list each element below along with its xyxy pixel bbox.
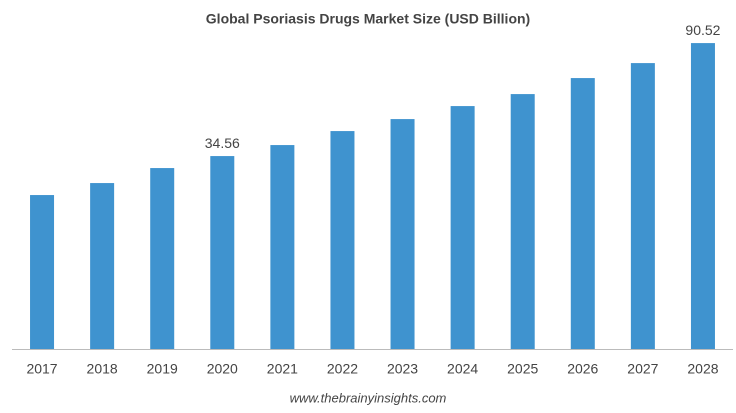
bar — [690, 43, 715, 349]
x-tick-label: 2019 — [147, 361, 178, 377]
source: www.thebrainyinsights.com — [290, 390, 447, 405]
x-tick-label: 2026 — [567, 361, 598, 377]
chart-title: Global Psoriasis Drugs Market Size (USD … — [206, 11, 530, 27]
x-tick-label: 2018 — [87, 361, 118, 377]
bar — [150, 168, 175, 349]
bar — [270, 145, 295, 349]
value-label: 90.52 — [685, 22, 720, 38]
x-tick-label: 2023 — [387, 361, 418, 377]
x-tick-label: 2024 — [447, 361, 478, 377]
x-tick-label: 2025 — [507, 361, 538, 377]
bar — [210, 156, 235, 349]
bar — [30, 195, 55, 349]
bar — [450, 106, 475, 349]
x-tick-label: 2017 — [26, 361, 57, 377]
x-tick-label: 2022 — [327, 361, 358, 377]
x-tick-label: 2027 — [627, 361, 658, 377]
value-label: 34.56 — [205, 135, 240, 151]
bar — [630, 63, 655, 350]
x-tick-label: 2021 — [267, 361, 298, 377]
x-tick-label: 2028 — [687, 361, 718, 377]
bar — [330, 131, 355, 349]
bar — [90, 183, 115, 349]
x-tick-label: 2020 — [207, 361, 238, 377]
bar — [510, 94, 535, 349]
bar — [390, 119, 415, 349]
bar — [570, 78, 595, 350]
